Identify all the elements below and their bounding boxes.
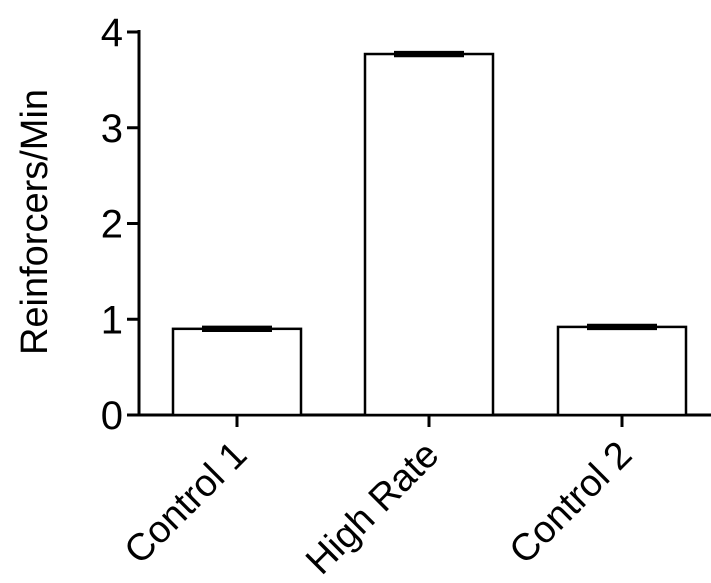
y-tick-label: 3 — [101, 107, 123, 151]
x-tick-label: Control 1 — [117, 434, 256, 573]
y-tick-label: 0 — [101, 394, 123, 438]
y-axis-title: Reinforcers/Min — [14, 89, 56, 355]
x-tick-label: Control 2 — [502, 434, 641, 573]
bars — [171, 50, 688, 417]
y-tick-label: 2 — [101, 203, 123, 247]
x-ticks — [235, 415, 624, 427]
y-ticks: 0 1 2 3 4 — [101, 11, 139, 438]
bar-control-1 — [171, 327, 303, 417]
x-labels: Control 1 High Rate Control 2 — [117, 434, 641, 583]
y-tick-label: 1 — [101, 298, 123, 342]
y-tick-label: 4 — [101, 11, 123, 55]
x-tick-label: High Rate — [298, 434, 447, 583]
bar-high-rate — [363, 52, 495, 417]
bar-control-2 — [556, 325, 688, 417]
